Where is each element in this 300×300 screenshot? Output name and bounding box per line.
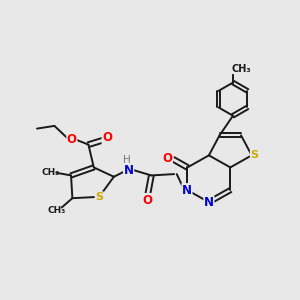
Text: O: O	[142, 194, 152, 207]
Text: S: S	[95, 192, 103, 202]
Text: O: O	[162, 152, 172, 164]
Text: CH₃: CH₃	[231, 64, 251, 74]
Text: H: H	[123, 155, 131, 165]
Text: CH₃: CH₃	[47, 206, 65, 215]
Text: N: N	[204, 196, 214, 209]
Text: S: S	[250, 150, 258, 161]
Text: N: N	[124, 164, 134, 177]
Text: CH₃: CH₃	[42, 168, 60, 177]
Text: N: N	[182, 184, 192, 197]
Text: O: O	[102, 131, 112, 145]
Text: O: O	[67, 133, 77, 146]
